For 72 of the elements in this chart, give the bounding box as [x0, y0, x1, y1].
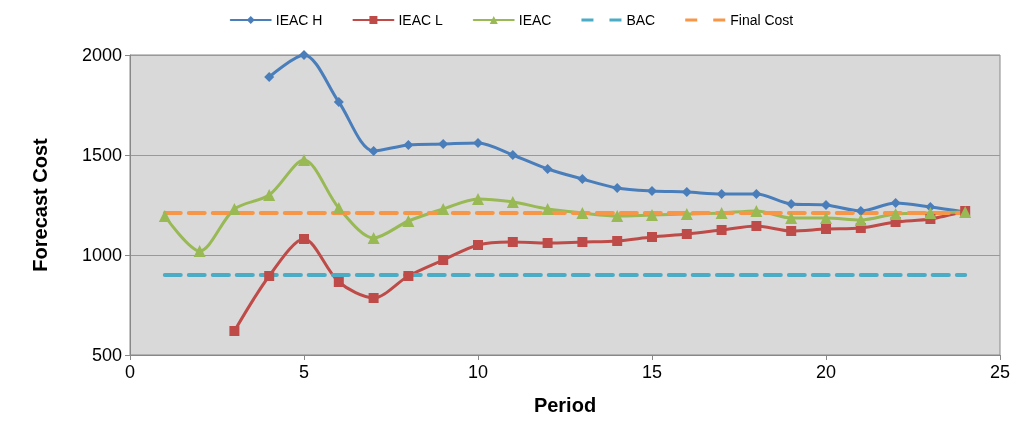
point: [437, 203, 450, 215]
point: [472, 193, 484, 205]
point: [612, 183, 623, 193]
point: [193, 245, 206, 257]
point: [473, 138, 483, 148]
legend-label: Final Cost: [730, 12, 794, 28]
point: [647, 186, 657, 196]
y-axis-title: Forecast Cost: [29, 137, 51, 272]
point: [577, 174, 588, 184]
point: [612, 236, 623, 246]
point: [751, 221, 762, 231]
point: [263, 189, 276, 201]
point: [647, 232, 657, 242]
y-tick-label: 500: [91, 345, 122, 365]
point: [889, 208, 902, 220]
point: [333, 277, 344, 287]
x-axis-title: Period: [533, 394, 597, 416]
point: [403, 140, 414, 150]
point: [158, 210, 171, 222]
point: [473, 240, 483, 250]
point: [681, 229, 692, 239]
y-tick-label: 1500: [81, 145, 122, 165]
x-tick-label: 15: [641, 362, 663, 382]
point: [333, 97, 344, 107]
legend-label: IEAC L: [398, 12, 443, 28]
point: [786, 226, 797, 236]
legend-label: BAC: [626, 12, 656, 28]
point: [367, 232, 380, 244]
point: [402, 215, 415, 227]
point: [264, 271, 275, 281]
y-tick-label: 1000: [81, 245, 122, 265]
point: [890, 198, 901, 208]
legend-label: IEAC: [518, 12, 552, 28]
point: [854, 214, 867, 226]
point: [577, 237, 588, 247]
point: [541, 203, 554, 215]
point: [611, 210, 624, 222]
point: [438, 255, 449, 265]
point: [924, 207, 937, 219]
point: [785, 212, 798, 224]
point: [299, 50, 309, 60]
point: [716, 225, 727, 235]
y-tick-label: 2000: [81, 45, 122, 65]
point: [820, 212, 832, 224]
point: [715, 207, 728, 219]
point: [332, 202, 345, 214]
point: [646, 209, 658, 221]
point: [368, 146, 379, 156]
point: [751, 189, 762, 199]
x-tick-label: 0: [124, 362, 136, 382]
x-tick-label: 5: [298, 362, 310, 382]
point: [576, 207, 589, 219]
x-tick-label: 25: [989, 362, 1011, 382]
point: [507, 237, 518, 247]
x-tick-label: 10: [467, 362, 489, 382]
point: [403, 271, 414, 281]
point: [542, 238, 553, 248]
point: [299, 234, 309, 244]
point: [229, 326, 240, 336]
point: [542, 164, 553, 174]
point: [506, 196, 519, 208]
x-tick-label: 20: [815, 362, 837, 382]
point: [821, 200, 831, 210]
point: [507, 150, 518, 160]
point: [298, 154, 310, 166]
point: [368, 293, 379, 303]
point: [821, 224, 831, 234]
legend-label: IEAC H: [275, 12, 323, 28]
point: [750, 205, 763, 217]
point: [228, 203, 241, 215]
point: [264, 72, 275, 82]
point: [680, 208, 693, 220]
